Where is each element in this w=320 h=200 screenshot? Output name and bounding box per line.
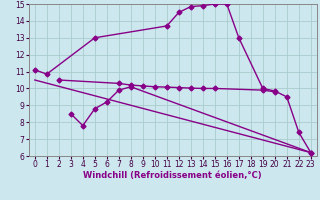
X-axis label: Windchill (Refroidissement éolien,°C): Windchill (Refroidissement éolien,°C): [84, 171, 262, 180]
